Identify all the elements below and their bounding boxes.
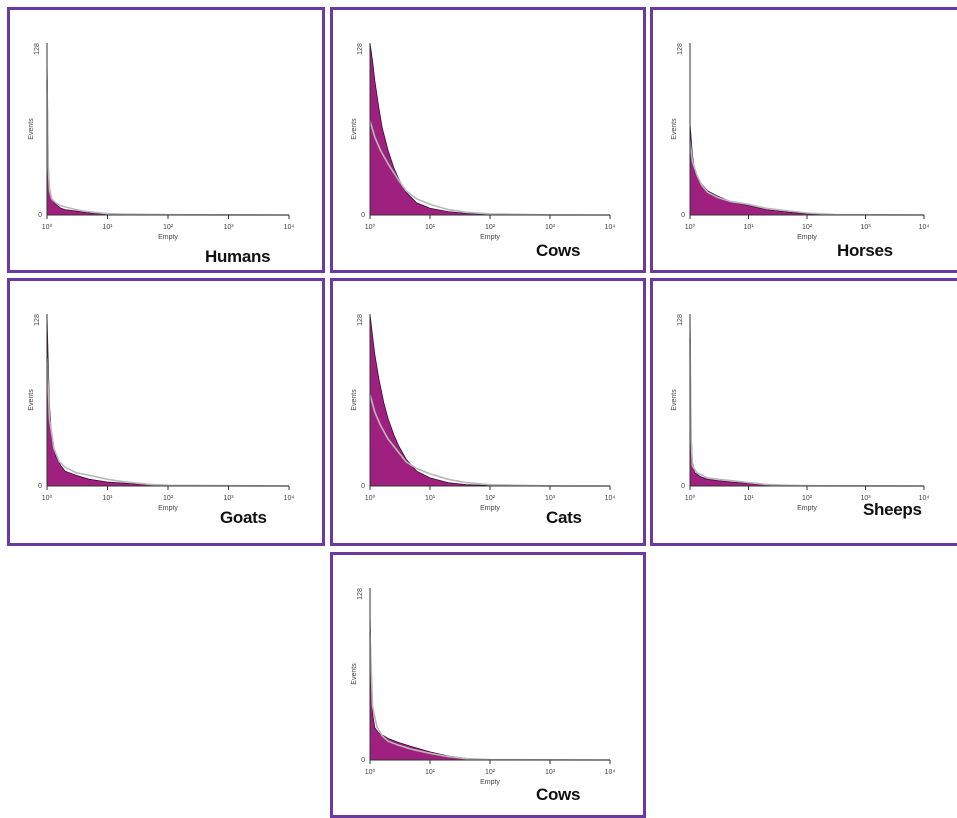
x-tick-label: 10³ (860, 224, 871, 231)
x-tick-label: 10² (802, 224, 813, 231)
panel-label-cats: Cats (546, 508, 582, 527)
panel-label-cows-bottom: Cows (536, 785, 581, 804)
y-axis-label: Events (28, 389, 35, 411)
x-tick-label: 10¹ (102, 224, 113, 231)
x-axis-label: Empty (797, 505, 817, 512)
y-tick-label: 128 (34, 43, 41, 55)
x-tick-label: 10⁴ (284, 495, 295, 502)
x-tick-label: 10⁴ (605, 224, 616, 231)
y-tick-label: 0 (361, 757, 365, 764)
x-tick-label: 10¹ (102, 495, 113, 502)
panel-cows-bottom: 10⁰ 10¹ 10² 10³ 10⁴ 0 128 Empty Events Cows (330, 552, 646, 818)
x-tick-label: 10⁰ (365, 768, 376, 776)
histogram-cows-top: 10⁰ 10¹ 10² 10³ 10⁴ 0 128 Empty Events (351, 42, 616, 241)
histogram-horses: 10⁰ 10¹ 10² 10³ 10⁴ 0 128 Empty Events (671, 43, 930, 241)
x-tick-label: 10¹ (743, 224, 754, 231)
x-tick-label: 10⁰ (365, 223, 376, 231)
panel-sheeps: 10⁰ 10¹ 10² 10³ 10⁴ 0 128 Empty Events Sheeps (650, 278, 957, 546)
panel-label-cows-top: Cows (536, 241, 581, 260)
series-0-area (46, 59, 290, 216)
x-tick-label: 10² (163, 224, 174, 231)
y-tick-label: 128 (677, 314, 684, 326)
x-tick-label: 10⁰ (42, 223, 53, 231)
y-tick-label: 128 (357, 43, 364, 55)
y-axis-label: Events (351, 118, 358, 140)
histogram-cats: 10⁰ 10¹ 10² 10³ 10⁴ 0 128 Empty Events (351, 313, 616, 512)
y-tick-label: 128 (34, 314, 41, 326)
y-tick-label: 0 (681, 212, 685, 219)
x-tick-label: 10⁰ (42, 494, 53, 502)
histogram-sheeps: 10⁰ 10¹ 10² 10³ 10⁴ 0 128 Empty Events (671, 313, 930, 512)
x-tick-label: 10¹ (425, 495, 436, 502)
x-tick-label: 10³ (545, 224, 556, 231)
x-tick-label: 10² (485, 495, 496, 502)
series-0-area (689, 313, 925, 487)
x-axis-label: Empty (158, 505, 178, 512)
y-tick-label: 128 (357, 314, 364, 326)
series-1-line (689, 141, 925, 216)
panel-cats: 10⁰ 10¹ 10² 10³ 10⁴ 0 128 Empty Events Cats (330, 278, 646, 546)
panel-label-horses: Horses (837, 241, 893, 260)
y-tick-label: 0 (38, 483, 42, 490)
x-tick-label: 10³ (223, 224, 234, 231)
histogram-humans: 10⁰ 10¹ 10² 10³ 10⁴ 0 128 Empty Events (28, 43, 295, 241)
x-axis-label: Empty (797, 234, 817, 241)
panel-goats: 10⁰ 10¹ 10² 10³ 10⁴ 0 128 Empty Events Goats (7, 278, 325, 546)
x-axis-label: Empty (480, 779, 500, 786)
series-0-area (46, 313, 290, 487)
x-tick-label: 10³ (223, 495, 234, 502)
histogram-cows-bottom: 10⁰ 10¹ 10² 10³ 10⁴ 0 128 Empty Events (351, 588, 616, 786)
x-tick-label: 10⁰ (685, 494, 696, 502)
y-tick-label: 0 (38, 212, 42, 219)
y-axis-label: Events (671, 118, 678, 140)
panel-cows-top: 10⁰ 10¹ 10² 10³ 10⁴ 0 128 Empty Events Cows (330, 7, 646, 273)
x-axis-label: Empty (158, 234, 178, 241)
x-tick-label: 10⁴ (919, 495, 930, 502)
y-tick-label: 0 (681, 483, 685, 490)
x-tick-label: 10² (485, 224, 496, 231)
series-0-area (689, 123, 925, 216)
y-tick-label: 0 (361, 212, 365, 219)
x-tick-label: 10² (485, 769, 496, 776)
panel-humans: 10⁰ 10¹ 10² 10³ 10⁴ 0 128 Empty Events Humans (7, 7, 325, 273)
x-tick-label: 10³ (545, 769, 556, 776)
series-0-area (369, 42, 611, 216)
series-1-line (46, 80, 290, 216)
x-tick-label: 10¹ (425, 769, 436, 776)
y-tick-label: 128 (357, 588, 364, 600)
x-tick-label: 10⁴ (284, 224, 295, 231)
series-1-line (369, 632, 611, 761)
histogram-goats: 10⁰ 10¹ 10² 10³ 10⁴ 0 128 Empty Events (28, 313, 295, 512)
y-axis-label: Events (671, 389, 678, 411)
series-0-area (369, 612, 611, 761)
series-1-line (369, 120, 611, 216)
panel-label-humans: Humans (205, 247, 271, 266)
panel-label-goats: Goats (220, 508, 267, 527)
panel-horses: 10⁰ 10¹ 10² 10³ 10⁴ 0 128 Empty Events Horses (650, 7, 957, 273)
x-tick-label: 10¹ (425, 224, 436, 231)
x-tick-label: 10⁰ (685, 223, 696, 231)
series-1-line (689, 338, 925, 487)
x-tick-label: 10¹ (743, 495, 754, 502)
y-axis-label: Events (351, 663, 358, 685)
x-axis-label: Empty (480, 505, 500, 512)
y-axis-label: Events (28, 118, 35, 140)
y-axis-label: Events (351, 389, 358, 411)
x-tick-label: 10⁴ (605, 769, 616, 776)
x-axis-label: Empty (480, 234, 500, 241)
x-tick-label: 10³ (860, 495, 871, 502)
series-1-line (46, 358, 290, 487)
x-tick-label: 10² (163, 495, 174, 502)
x-tick-label: 10³ (545, 495, 556, 502)
x-tick-label: 10² (802, 495, 813, 502)
y-tick-label: 0 (361, 483, 365, 490)
series-1-line (369, 394, 611, 487)
x-tick-label: 10⁰ (365, 494, 376, 502)
x-tick-label: 10⁴ (605, 495, 616, 502)
panel-label-sheeps: Sheeps (863, 500, 922, 519)
y-tick-label: 128 (677, 43, 684, 55)
series-0-area (369, 313, 611, 487)
x-tick-label: 10⁴ (919, 224, 930, 231)
